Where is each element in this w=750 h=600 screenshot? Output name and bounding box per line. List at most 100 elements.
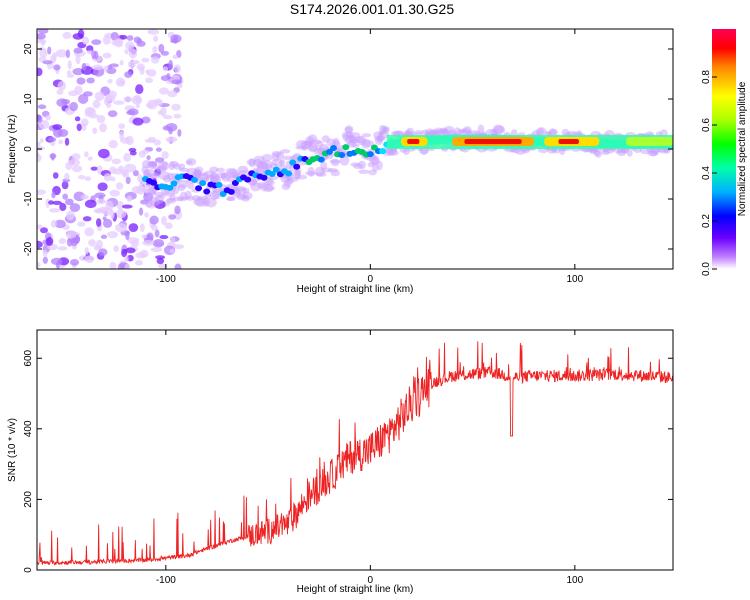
spectrogram-noise (69, 203, 81, 212)
spectrogram-ridge-cell (203, 188, 211, 195)
spectrogram-noise (71, 153, 81, 161)
spectrogram-noise (120, 137, 131, 144)
spectrogram-halo (307, 166, 315, 177)
spectrogram-noise (135, 103, 140, 109)
colorbar-tick-label: 0.6 (701, 118, 712, 132)
spectrogram-halo (266, 179, 275, 187)
x-tick-label: 100 (566, 274, 583, 285)
spectrogram-halo (280, 149, 291, 154)
spectrogram-noise (109, 209, 115, 220)
spectrogram-noise (165, 136, 178, 143)
spectrogram-noise (139, 66, 145, 76)
spectrogram-noise (76, 123, 82, 132)
spectrogram-noise (96, 198, 107, 205)
spectrogram-noise (64, 198, 74, 206)
spectrogram-noise (153, 35, 159, 43)
spectrogram-noise (117, 165, 125, 173)
spectrogram-noise (170, 237, 176, 244)
spectrogram-noise (160, 106, 167, 117)
spectrogram-ridge-cell (366, 151, 374, 158)
spectrogram-noise (71, 165, 83, 173)
spectrogram-noise (91, 64, 104, 71)
spectrogram-noise (87, 156, 93, 161)
colorbar-tick-label: 0.0 (701, 262, 712, 276)
spectrogram-noise (125, 247, 136, 254)
spectrogram-noise (147, 136, 157, 142)
spectrogram-noise (141, 57, 150, 63)
spectrogram-halo (406, 127, 415, 137)
spectrogram-noise (57, 80, 67, 91)
y-tick-label: 600 (23, 349, 34, 366)
spectrogram-noise (37, 33, 46, 40)
spectrogram-halo (187, 183, 195, 190)
spectrogram-noise (96, 115, 106, 124)
spectrogram-noise (110, 176, 116, 182)
spectrogram-noise (84, 199, 97, 209)
y-tick-label: -20 (23, 241, 34, 256)
spectrogram-noise (145, 77, 154, 84)
spectrogram-noise (158, 263, 168, 269)
spectrogram-noise (48, 200, 54, 205)
spectrogram-noise (37, 224, 43, 230)
spectrogram-noise (50, 153, 55, 161)
snr-panel: -100 0 100 0 200 400 600 Height of straight li… (7, 329, 674, 595)
spectrogram-halo (357, 160, 366, 170)
spectrogram-noise (169, 248, 175, 254)
spectrogram-noise (75, 54, 81, 65)
spectrogram-noise (88, 239, 96, 247)
snr-series-line (37, 341, 673, 566)
snr-xlabel: Height of straight line (km) (297, 584, 414, 595)
spectrogram-noise (56, 89, 64, 96)
spectrogram-ridge-cell (215, 181, 223, 188)
spectrogram-noise (86, 45, 94, 52)
spectrogram-halo (241, 187, 250, 194)
snr-frame (36, 329, 674, 571)
spectrogram-noise (82, 36, 90, 45)
spectrogram-noise (64, 137, 70, 146)
spectrogram-noise (171, 79, 182, 85)
spectrogram-halo (154, 191, 166, 197)
spectrogram-noise (149, 215, 159, 225)
spectrogram-halo (332, 137, 340, 147)
spectrogram-noise (139, 223, 145, 233)
colorbar-tick-label: 0.2 (701, 214, 712, 228)
spectrogram-noise (147, 29, 160, 35)
spectrogram-noise (38, 119, 50, 130)
spectrogram-noise (125, 41, 135, 50)
spectrogram-halo (327, 168, 339, 173)
colorbar-tick-label: 0.8 (701, 70, 712, 84)
spectrogram-noise (155, 255, 166, 260)
spectrogram-ylabel: Frequency (Hz) (7, 115, 18, 184)
spectrogram-noise (99, 123, 107, 133)
spectrogram-noise (103, 173, 112, 182)
spectrogram-ridge-cell (268, 170, 276, 177)
spectrogram-noise (44, 114, 52, 121)
spectrogram-noise (57, 246, 68, 251)
spectrogram-ridge-cell (150, 179, 158, 186)
spectrogram-halo (178, 167, 190, 172)
spectrogram-noise (37, 261, 41, 268)
spectrogram-noise (69, 259, 80, 266)
spectrogram-noise (90, 166, 99, 171)
spectrogram-noise (56, 98, 68, 107)
spectrogram-noise (95, 218, 102, 227)
spectrogram-noise (156, 257, 165, 265)
spectrogram-noise (102, 52, 112, 59)
spectrogram-ridge-cell (199, 180, 207, 187)
spectrogram-noise (37, 240, 43, 249)
spectrogram-noise (50, 219, 57, 228)
spectrogram-noise (74, 85, 83, 95)
spectrogram-ridge-cell (293, 163, 301, 170)
spectrogram-noise (154, 229, 160, 238)
spectrogram-noise (107, 110, 118, 118)
spectrogram-ridge-cell (244, 176, 252, 183)
spectrogram-noise (62, 31, 72, 40)
spectrogram-noise (168, 214, 177, 220)
spectrogram-noise (174, 205, 181, 215)
spectrogram-halo (469, 130, 481, 136)
spectrogram-noise (124, 71, 132, 78)
spectrogram-noise (49, 208, 61, 213)
spectrogram-halo (158, 171, 171, 181)
spectrogram-noise (121, 204, 133, 209)
